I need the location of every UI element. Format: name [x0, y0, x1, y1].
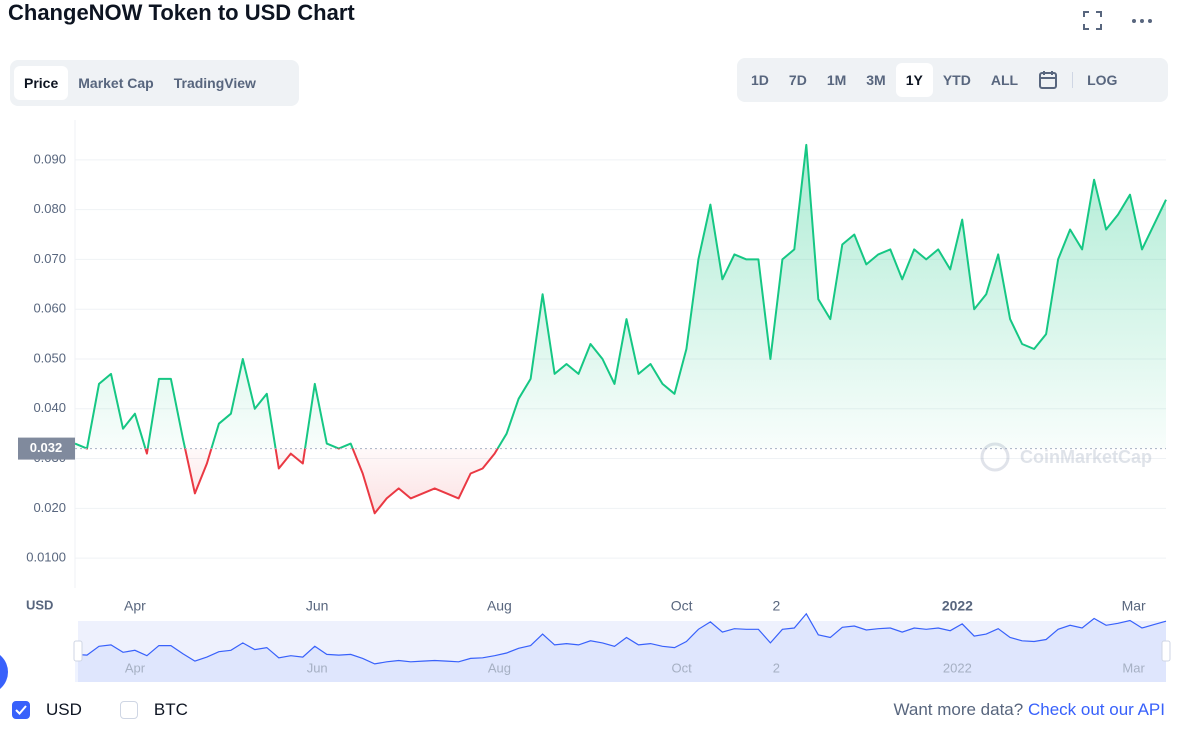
y-tick-label: 0.080 — [33, 201, 66, 216]
navigator-label: Aug — [488, 660, 511, 675]
x-tick-label: Aug — [487, 598, 512, 614]
option-label[interactable]: BTC — [153, 700, 188, 719]
x-tick-label: Mar — [1122, 598, 1146, 614]
y-tick-label: 0.070 — [33, 251, 66, 266]
tab-group: Price Market Cap TradingView — [10, 60, 299, 106]
help-bubble[interactable] — [0, 650, 8, 694]
option-label[interactable]: USD — [46, 700, 82, 719]
range-group: 1D 7D 1M 3M 1Y YTD ALL LOG — [737, 58, 1168, 102]
navigator-label: 2022 — [943, 660, 972, 675]
x-tick-label: Oct — [671, 598, 693, 614]
api-note: Want more data? Check out our API — [893, 700, 1165, 720]
navigator-label: Oct — [672, 660, 693, 675]
navigator — [78, 621, 1166, 682]
chart: 0.01000.0200.0300.0400.0500.0600.0700.08… — [0, 120, 1171, 694]
price-area — [75, 144, 1166, 514]
navigator-label: Jun — [307, 660, 328, 675]
separator — [1072, 72, 1074, 88]
x-tick-label: 2 — [772, 598, 780, 614]
navigator-line — [74, 612, 1167, 665]
x-tick-label: Apr — [124, 598, 146, 614]
navigator-area — [75, 613, 1166, 682]
navigator-handle[interactable] — [1161, 640, 1171, 662]
baseline-label-bg — [18, 437, 75, 460]
price-line — [74, 143, 1167, 515]
api-text: Want more data? — [893, 700, 1024, 719]
navigator-label: 2 — [773, 660, 780, 675]
navigator-handle[interactable] — [73, 640, 83, 662]
more-icon[interactable] — [1132, 19, 1152, 23]
baseline-label: 0.032 — [30, 440, 63, 455]
tab[interactable]: TradingView — [173, 75, 256, 91]
log-button[interactable]: LOG — [1087, 72, 1118, 88]
watermark-text: CoinMarketCap — [1020, 447, 1152, 467]
tab[interactable]: Market Cap — [78, 75, 154, 91]
y-tick-label: 0.020 — [33, 500, 66, 515]
range-button[interactable]: 1Y — [895, 63, 933, 97]
range-button[interactable]: 3M — [866, 72, 886, 88]
checkbox[interactable] — [119, 701, 138, 719]
y-tick-label: 0.040 — [33, 400, 66, 415]
y-tick-label: 0.0100 — [26, 550, 66, 565]
chart-title: ChangeNOW Token to USD Chart — [8, 0, 355, 25]
range-button[interactable]: YTD — [942, 72, 971, 88]
range-button[interactable]: 1M — [826, 72, 847, 88]
y-tick-label: 0.060 — [33, 301, 66, 316]
currency-options: USD BTC — [12, 700, 188, 720]
y-tick-label: 0.050 — [33, 350, 66, 365]
x-tick-label: Jun — [306, 598, 329, 614]
tab[interactable]: Price — [14, 66, 69, 100]
calendar-icon[interactable] — [1028, 69, 1068, 91]
y-tick-label: 0.090 — [33, 151, 66, 166]
toolbar-icons — [1083, 11, 1152, 30]
fullscreen-icon[interactable] — [1083, 11, 1102, 30]
navigator-label: Apr — [125, 660, 146, 675]
navigator-label: Mar — [1122, 660, 1145, 675]
api-link[interactable]: Check out our API — [1027, 700, 1165, 719]
y-axis-label: USD — [26, 597, 53, 612]
x-tick-label: 2022 — [942, 598, 973, 614]
range-button[interactable]: 1D — [751, 72, 769, 88]
range-button[interactable]: ALL — [990, 72, 1019, 88]
checkbox[interactable] — [12, 701, 30, 719]
range-button[interactable]: 7D — [788, 72, 807, 88]
